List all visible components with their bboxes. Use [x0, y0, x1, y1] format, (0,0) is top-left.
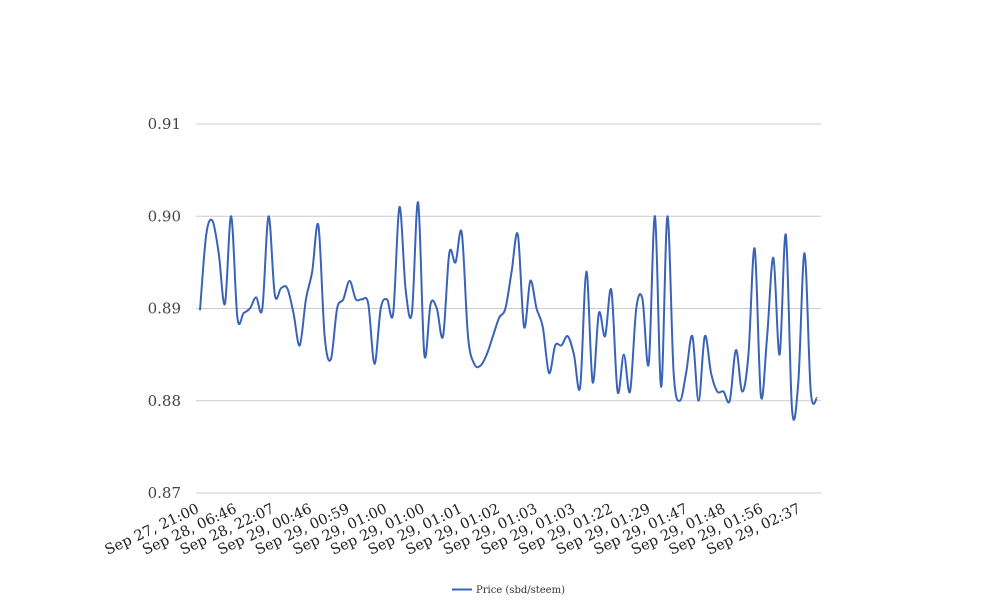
y-tick-label: 0.87 — [148, 484, 181, 502]
legend-label-price: Price (sbd/steem) — [476, 585, 565, 596]
series-line-price — [199, 201, 818, 421]
y-tick-label: 0.90 — [148, 207, 181, 225]
legend: Price (sbd/steem) — [452, 585, 565, 596]
y-axis-ticks: 0.87 0.88 0.89 0.90 0.91 — [148, 115, 181, 502]
grid-lines — [196, 123, 821, 494]
y-tick-label: 0.89 — [148, 300, 181, 318]
y-tick-label: 0.91 — [148, 115, 181, 133]
y-tick-label: 0.88 — [148, 392, 181, 410]
series-layer — [199, 201, 818, 421]
